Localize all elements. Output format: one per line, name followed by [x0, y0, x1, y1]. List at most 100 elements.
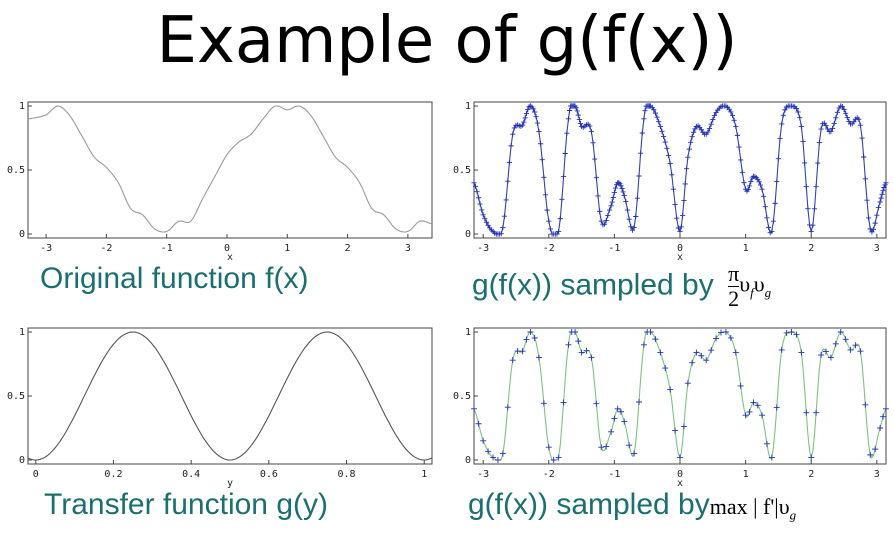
sample-point [862, 176, 868, 182]
sample-point [642, 108, 648, 114]
sample-point [818, 126, 824, 132]
sample-point [779, 121, 785, 127]
sample-point [565, 341, 572, 348]
sample-point [559, 196, 565, 202]
sample-point [680, 423, 687, 430]
caption-transfer-function: Transfer function g(y) [44, 488, 328, 521]
x-tick-label: 2 [808, 243, 814, 254]
x-tick-label: 2 [808, 469, 814, 480]
sample-point [598, 444, 605, 451]
sample-point [619, 185, 625, 192]
sample-point [797, 115, 803, 121]
y-tick-label: 0 [465, 455, 471, 466]
sample-point [847, 346, 854, 353]
sample-point [750, 399, 757, 406]
sample-point [598, 218, 604, 224]
x-axis-label: x [227, 252, 233, 263]
sample-point [803, 184, 809, 190]
sample-point [595, 193, 601, 199]
sample-point [652, 336, 659, 343]
sample-point [803, 409, 810, 416]
sample-point [729, 112, 736, 119]
sample-point [530, 106, 536, 112]
sample-point [738, 157, 744, 163]
sample-point [533, 114, 539, 120]
sample-point [670, 186, 677, 192]
sample-point [504, 404, 511, 411]
sample-point [592, 156, 598, 162]
sample-point [616, 180, 622, 186]
chart-transfer-function: 0 0.2 0.4 0.6 0.8 1 0 0.5 1 y [7, 327, 433, 489]
x-tick-label: -3 [477, 243, 489, 254]
sample-point [490, 454, 497, 461]
sample-point [800, 138, 806, 145]
sample-point [761, 193, 767, 199]
sample-point [782, 107, 788, 113]
sample-point [798, 123, 804, 130]
sample-point [769, 228, 775, 235]
sample-point [612, 185, 619, 191]
sample-point [880, 188, 886, 194]
sample-point [631, 450, 638, 457]
sample-point [808, 228, 814, 235]
sample-point [657, 123, 663, 130]
x-tick-label: 3 [874, 469, 880, 480]
x-tick-label: 1 [421, 469, 427, 480]
sample-point [748, 178, 754, 185]
sample-point [479, 207, 485, 213]
x-tick-label: -1 [608, 469, 620, 480]
sample-point [877, 199, 883, 205]
sample-point [802, 160, 808, 166]
sample-point [739, 169, 745, 175]
sample-point [656, 119, 662, 125]
sample-point [565, 116, 572, 122]
sample-point [682, 181, 688, 187]
sample-point [684, 380, 691, 387]
sample-point [875, 204, 882, 211]
sample-point [674, 215, 680, 221]
sample-point [823, 122, 829, 129]
y-tick-label: 1 [19, 327, 25, 338]
sample-point [601, 221, 608, 227]
x-tick-label: -2 [100, 243, 112, 254]
sample-point [483, 219, 490, 225]
sample-point [662, 365, 669, 372]
sample-point [626, 216, 632, 222]
sample-point [505, 178, 511, 184]
sample-point [737, 382, 744, 389]
sample-point [503, 197, 509, 203]
sample-point [608, 428, 615, 435]
sample-point [685, 154, 691, 160]
sample-point [614, 405, 621, 412]
sample-point [623, 198, 629, 205]
sample-point [742, 412, 749, 419]
sample-point [843, 110, 849, 116]
sample-point [480, 437, 487, 444]
x-tick-label: 0.6 [260, 469, 278, 480]
sample-point [603, 443, 610, 450]
sample-point [677, 454, 683, 461]
caption-sampled-dense-text: g(f(x)) sampled by [472, 268, 714, 302]
y-tick-label: 1 [465, 327, 471, 338]
sample-point [828, 129, 834, 135]
sample-point [546, 218, 552, 224]
sample-point [813, 184, 819, 190]
sample-point [861, 154, 867, 160]
sample-point [485, 448, 492, 455]
sample-point [764, 215, 770, 221]
sample-point [635, 399, 642, 405]
sample-point [621, 418, 628, 425]
x-tick-label: 1 [284, 243, 290, 254]
sample-point [562, 150, 568, 157]
sample-point [731, 117, 737, 123]
sample-point [499, 450, 506, 457]
sample-point [521, 119, 527, 125]
sample-point [763, 440, 770, 447]
caption-original-function: Original function f(x) [40, 262, 309, 295]
sample-point [832, 340, 839, 347]
y-tick-label: 0 [465, 229, 471, 240]
sample-point [772, 200, 778, 206]
sample-point [728, 109, 734, 115]
sample-point [711, 112, 718, 119]
sample-point [774, 178, 780, 185]
